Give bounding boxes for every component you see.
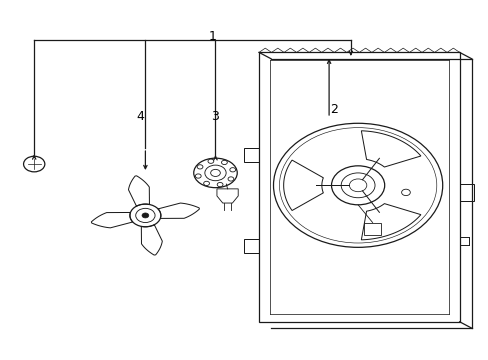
- Circle shape: [203, 181, 209, 185]
- Circle shape: [142, 213, 148, 218]
- Circle shape: [221, 160, 227, 165]
- Circle shape: [401, 189, 409, 195]
- Circle shape: [229, 168, 235, 172]
- Circle shape: [217, 183, 223, 187]
- Text: 1: 1: [209, 30, 217, 43]
- Circle shape: [227, 177, 233, 181]
- Text: 2: 2: [329, 103, 337, 116]
- Circle shape: [197, 165, 203, 169]
- Circle shape: [207, 159, 213, 163]
- Circle shape: [195, 174, 201, 178]
- Text: 4: 4: [136, 110, 144, 123]
- Text: 3: 3: [211, 110, 219, 123]
